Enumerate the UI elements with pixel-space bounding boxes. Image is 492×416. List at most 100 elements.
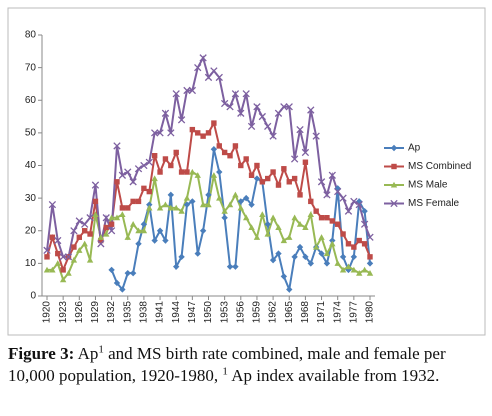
point [76, 247, 83, 253]
point [183, 201, 191, 208]
point [296, 243, 304, 251]
point [286, 179, 292, 185]
x-tick-label: 1929 [90, 301, 101, 324]
x-tick-label: 1920 [42, 301, 53, 324]
point [232, 263, 239, 270]
point [188, 86, 197, 95]
point [183, 194, 191, 201]
point [168, 162, 174, 169]
point [65, 269, 72, 276]
point [275, 224, 282, 231]
point [156, 129, 164, 137]
point [323, 191, 331, 199]
point [64, 253, 73, 261]
x-tick-label: 1971 [316, 301, 327, 324]
legend-label: MS Combined [408, 161, 471, 172]
x-tick-label: 1959 [252, 301, 263, 324]
point [114, 179, 120, 185]
point [237, 204, 244, 211]
legend-marker [390, 144, 398, 152]
point [248, 172, 255, 178]
point [361, 207, 368, 215]
point [59, 253, 67, 261]
caption-text: and MS birth rate combined, male and fem… [8, 344, 446, 385]
legend-marker [391, 163, 397, 170]
point [280, 273, 288, 280]
point [92, 211, 99, 217]
y-tick-label: 80 [25, 30, 37, 41]
point [334, 260, 341, 266]
legend: Ap MS Combined MS Male MS Female [384, 143, 471, 209]
point [146, 188, 152, 195]
point [199, 54, 207, 62]
point [307, 211, 314, 217]
point [312, 132, 320, 140]
point [259, 179, 266, 185]
point [178, 169, 185, 175]
point [264, 221, 271, 228]
point [189, 168, 196, 175]
point [302, 159, 309, 165]
point [247, 122, 256, 131]
point [86, 256, 94, 263]
point [291, 253, 298, 261]
point [129, 221, 137, 227]
caption-sup: 1 [222, 365, 228, 378]
point [167, 129, 175, 137]
point [146, 201, 153, 208]
point [177, 116, 186, 124]
point [274, 109, 283, 117]
caption-text: Ap [77, 344, 99, 363]
point [238, 162, 244, 169]
point [226, 201, 234, 208]
point [113, 279, 121, 287]
point [140, 227, 148, 234]
point [161, 109, 170, 117]
point [107, 227, 116, 235]
point [172, 90, 180, 98]
point [243, 156, 249, 162]
point [129, 178, 137, 186]
point [102, 214, 110, 222]
point [253, 234, 261, 240]
x-tick-label: 1968 [300, 301, 311, 324]
point [59, 276, 67, 283]
legend-label: Ap [408, 143, 421, 154]
point [259, 211, 266, 217]
point [345, 241, 352, 247]
point [81, 220, 89, 228]
point [91, 181, 100, 189]
point [200, 133, 206, 139]
point [43, 266, 51, 273]
y-tick-label: 70 [25, 62, 37, 73]
point [167, 204, 175, 211]
point [178, 207, 185, 214]
x-tick-label: 1956 [235, 301, 246, 324]
point [258, 112, 266, 121]
point [226, 263, 234, 270]
caption: Figure 3: Ap 1 and MS birth rate combined… [8, 343, 486, 387]
point [280, 103, 288, 111]
point [151, 237, 158, 244]
point [232, 143, 239, 149]
point [328, 171, 336, 179]
point [157, 169, 163, 175]
y-tick-label: 20 [25, 225, 37, 236]
point [86, 214, 94, 222]
point [124, 168, 132, 176]
point [285, 103, 293, 111]
point [318, 250, 325, 257]
point [54, 260, 61, 266]
point [205, 201, 212, 208]
y-tick-label: 10 [25, 258, 37, 269]
point [237, 109, 245, 117]
caption-label: Figure 3: [8, 344, 75, 363]
point [135, 227, 142, 234]
point [216, 194, 223, 201]
point [151, 129, 159, 137]
point [221, 214, 228, 221]
point [253, 103, 261, 111]
y-tick-label: 0 [30, 291, 36, 302]
point [269, 132, 277, 140]
